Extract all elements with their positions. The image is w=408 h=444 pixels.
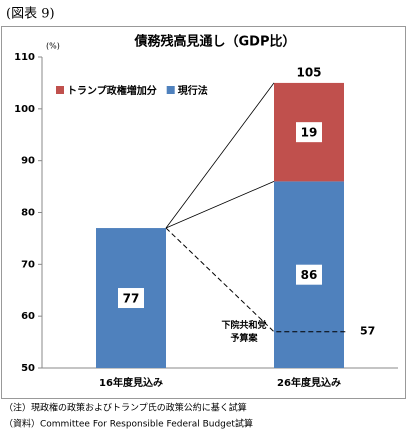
chart-frame (1, 26, 406, 399)
figure-label: (図表 9) (6, 7, 55, 22)
y-tick-label: 60 (21, 311, 35, 322)
annotation-value: 57 (360, 325, 375, 338)
value-label-box (118, 288, 144, 309)
value-label: 19 (301, 126, 318, 140)
value-label: 77 (123, 292, 140, 306)
y-tick-label: 110 (14, 52, 35, 63)
value-label-box (296, 122, 322, 143)
x-tick-label: 26年度見込み (277, 376, 341, 389)
total-label: 105 (296, 65, 321, 79)
x-tick-label: 16年度見込み (99, 376, 163, 389)
annotation-text: 下院共和党 (221, 319, 266, 331)
y-tick-label: 70 (21, 259, 35, 270)
connector (165, 181, 275, 229)
annotation-text: 予算案 (230, 332, 258, 344)
value-label: 86 (301, 268, 318, 282)
note: （資料）Committee For Responsible Federal Bu… (4, 418, 253, 430)
annotation-line (165, 227, 348, 333)
y-unit: (%) (46, 42, 60, 51)
y-tick-label: 50 (21, 363, 35, 374)
legend-swatch (166, 86, 175, 94)
legend-label: トランプ政権増加分 (67, 84, 157, 97)
chart-title: 債務残高見通し（GDP比） (134, 34, 296, 50)
legend-swatch (56, 86, 64, 94)
value-label-box (296, 264, 322, 285)
legend-label: 現行法 (178, 84, 208, 97)
y-tick-label: 100 (14, 104, 35, 115)
note: （注）現政権の政策およびトランプ氏の政策公約に基く試算 (4, 402, 247, 414)
y-tick-label: 90 (21, 156, 35, 167)
y-tick-label: 80 (21, 208, 35, 219)
connector (165, 82, 275, 229)
